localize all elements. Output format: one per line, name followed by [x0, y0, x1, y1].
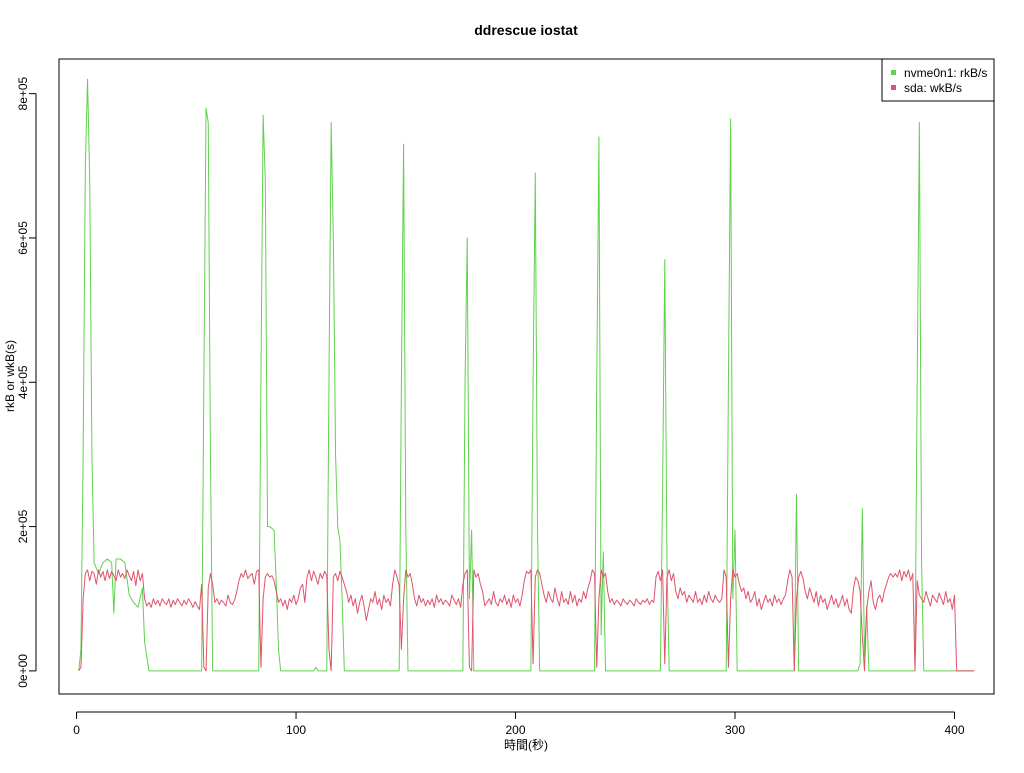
legend-box — [881, 58, 995, 102]
legend-label-sda: sda: wkB/s — [904, 81, 962, 95]
legend-swatch-nvme — [891, 70, 896, 75]
x-tick-label: 200 — [506, 723, 526, 737]
x-axis-label: 時間(秒) — [504, 738, 548, 752]
x-tick-label: 400 — [944, 723, 964, 737]
legend-label-nvme: nvme0n1: rkB/s — [904, 66, 987, 80]
chart-title: ddrescue iostat — [474, 22, 578, 38]
y-axis-label: rkB or wkB(s) — [3, 340, 17, 412]
series-line-1 — [78, 569, 975, 672]
y-tick-label: 0e+00 — [16, 654, 30, 688]
x-tick-label: 300 — [725, 723, 745, 737]
y-tick-label: 6e+05 — [16, 221, 30, 255]
series-line-0 — [78, 78, 975, 672]
series-layer — [78, 78, 975, 672]
x-axis: 0 100 200 300 400 — [73, 711, 965, 737]
legend-swatch-sda — [891, 85, 896, 90]
x-tick-label: 100 — [286, 723, 306, 737]
legend: nvme0n1: rkB/s sda: wkB/s — [881, 58, 995, 102]
x-tick-label: 0 — [73, 723, 80, 737]
y-tick-label: 2e+05 — [16, 509, 30, 543]
y-tick-label: 4e+05 — [16, 365, 30, 399]
y-axis: 0e+00 2e+05 4e+05 6e+05 8e+05 — [16, 76, 37, 688]
y-tick-label: 8e+05 — [16, 76, 30, 110]
plot-frame — [58, 58, 995, 695]
